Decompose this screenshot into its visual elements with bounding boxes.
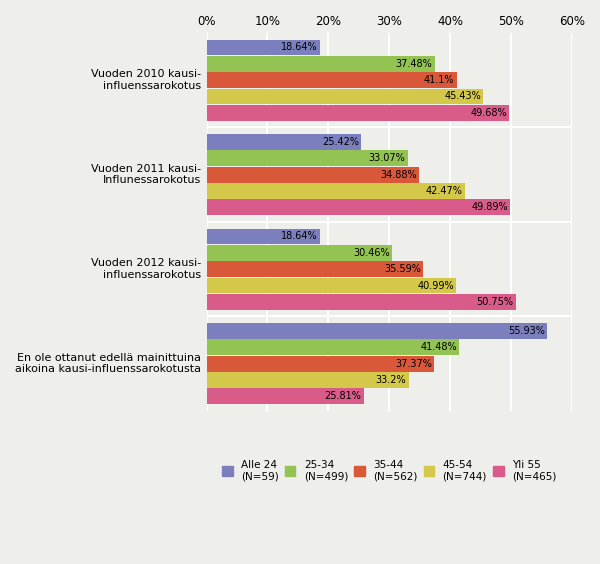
Bar [206,245,392,261]
Text: 42.47%: 42.47% [426,186,463,196]
Bar [206,356,434,372]
Text: 45.43%: 45.43% [444,91,481,102]
Text: 34.88%: 34.88% [380,170,416,180]
Text: 25.42%: 25.42% [322,137,359,147]
Text: 25.81%: 25.81% [325,391,361,402]
Bar [206,105,509,121]
Bar [206,261,424,277]
Bar [206,183,465,199]
Bar [206,323,547,339]
Text: 49.89%: 49.89% [472,202,508,212]
Text: 49.68%: 49.68% [470,108,507,118]
Text: 41.48%: 41.48% [420,342,457,352]
Text: 41.1%: 41.1% [424,75,454,85]
Bar [206,340,459,355]
Bar [206,167,419,183]
Text: 35.59%: 35.59% [384,264,421,274]
Bar [206,200,511,215]
Bar [206,151,408,166]
Bar [206,372,409,388]
Text: 18.64%: 18.64% [281,42,317,52]
Bar [206,39,320,55]
Text: 50.75%: 50.75% [476,297,513,307]
Bar [206,134,361,150]
Text: 33.2%: 33.2% [376,375,406,385]
Text: 30.46%: 30.46% [353,248,389,258]
Bar [206,56,435,72]
Text: 18.64%: 18.64% [281,231,317,241]
Text: 55.93%: 55.93% [508,326,545,336]
Bar [206,277,456,293]
Bar [206,89,483,104]
Text: 37.48%: 37.48% [395,59,433,69]
Bar [206,389,364,404]
Text: 40.99%: 40.99% [417,280,454,290]
Text: 33.07%: 33.07% [369,153,406,164]
Bar [206,228,320,244]
Bar [206,72,457,88]
Legend: Alle 24
(N=59), 25-34
(N=499), 35-44
(N=562), 45-54
(N=744), Yli 55
(N=465): Alle 24 (N=59), 25-34 (N=499), 35-44 (N=… [222,460,556,481]
Bar [206,294,515,310]
Text: 37.37%: 37.37% [395,359,432,369]
